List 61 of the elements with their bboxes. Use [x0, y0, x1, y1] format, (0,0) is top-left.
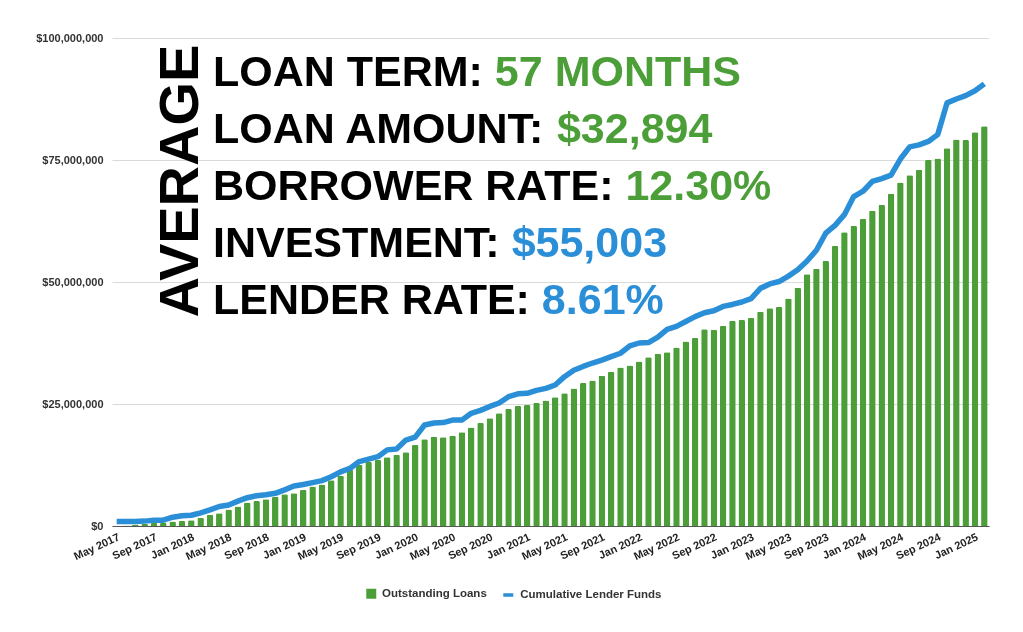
y-tick-label: $50,000,000 [42, 275, 104, 288]
legend-label: Outstanding Loans [382, 586, 487, 599]
annotation: 57 MONTHS [494, 47, 741, 95]
bar [523, 404, 531, 526]
bar [654, 353, 662, 526]
bar [943, 148, 951, 526]
bar [831, 245, 839, 526]
y-tick-label: $75,000,000 [42, 153, 104, 166]
bar [971, 132, 979, 526]
bar [551, 397, 559, 526]
bar [719, 325, 727, 526]
y-tick-label: $25,000,000 [42, 397, 104, 410]
bar [682, 341, 690, 526]
bar [383, 457, 391, 526]
annotation: LOAN TERM: [213, 47, 483, 95]
bar [495, 413, 503, 526]
annotation: LENDER RATE: [213, 275, 530, 323]
annotation: AVERAGE [147, 44, 210, 318]
bar [355, 465, 363, 526]
annotation: 8.61% [541, 275, 664, 323]
bar [318, 484, 326, 526]
annotation: INVESTMENT: [213, 218, 500, 266]
bar [887, 193, 895, 526]
bar [327, 480, 335, 526]
bar [467, 427, 475, 526]
bar [766, 308, 774, 526]
bar [486, 418, 494, 526]
annotation: $32,894 [556, 104, 713, 152]
bar [710, 329, 718, 526]
bar [794, 287, 801, 526]
bar [775, 306, 783, 526]
annotation: LOAN AMOUNT: [213, 104, 544, 152]
bar [915, 169, 923, 526]
bar [300, 489, 307, 526]
annotation: $55,003 [511, 218, 668, 266]
bar [570, 388, 578, 526]
bar [579, 383, 587, 526]
bar [458, 432, 466, 526]
bar [635, 361, 643, 526]
bar [542, 400, 550, 526]
bar [598, 375, 606, 526]
bar [439, 437, 447, 526]
annotation: BORROWER RATE: [213, 161, 614, 209]
bar [374, 460, 382, 526]
y-tick-label: $100,000,000 [36, 31, 104, 44]
bar [738, 320, 746, 526]
bar [514, 405, 522, 526]
bar [747, 318, 755, 526]
bar [626, 365, 634, 526]
y-tick-label: $0 [91, 519, 104, 532]
bar [607, 371, 615, 526]
bar [691, 338, 699, 526]
bar [430, 436, 438, 526]
bar [803, 274, 811, 526]
bar [402, 452, 410, 526]
bar [290, 493, 298, 526]
legend-label: Cumulative Lender Funds [520, 588, 662, 600]
bar [859, 219, 867, 526]
annotation: 12.30% [625, 161, 772, 209]
bar [411, 444, 419, 526]
bar [663, 352, 671, 526]
